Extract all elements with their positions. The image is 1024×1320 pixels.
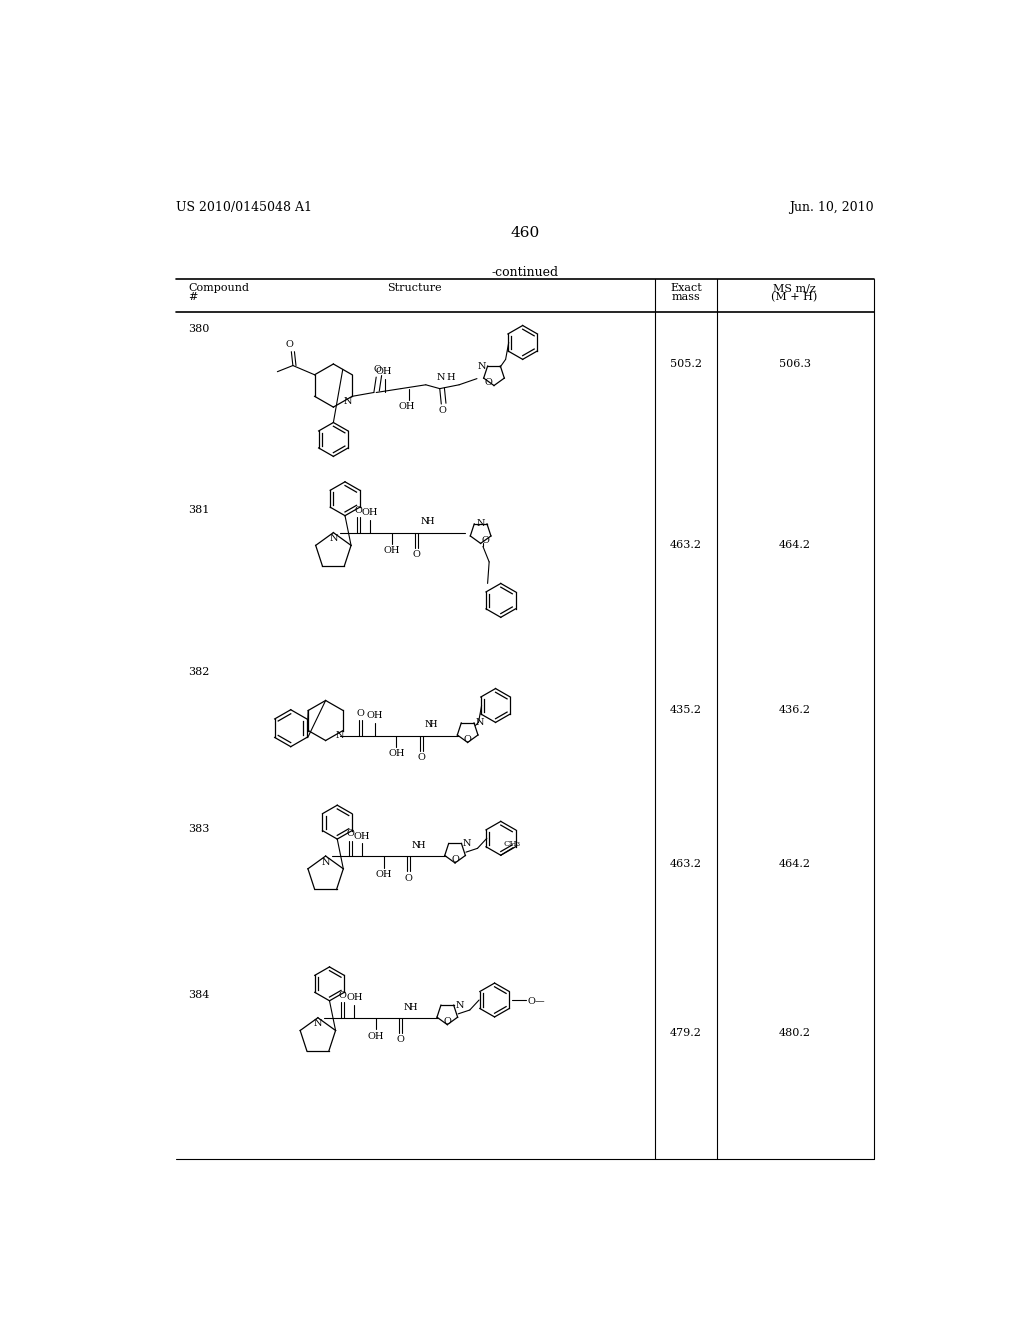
Text: O: O [404, 874, 413, 883]
Text: OH: OH [361, 508, 378, 517]
Text: OH: OH [383, 546, 399, 556]
Text: 480.2: 480.2 [778, 1028, 811, 1039]
Text: 380: 380 [188, 323, 210, 334]
Text: OH: OH [368, 1032, 384, 1040]
Text: N: N [477, 362, 486, 371]
Text: OH: OH [367, 711, 383, 721]
Text: O: O [373, 366, 381, 374]
Text: N: N [424, 721, 433, 730]
Text: O: O [339, 991, 346, 1001]
Text: O: O [397, 1035, 404, 1044]
Text: O: O [417, 754, 425, 762]
Text: mass: mass [672, 293, 700, 302]
Text: 436.2: 436.2 [778, 705, 811, 715]
Text: 382: 382 [188, 667, 210, 677]
Text: 463.2: 463.2 [670, 859, 702, 869]
Text: Structure: Structure [387, 284, 442, 293]
Text: O—: O— [527, 997, 545, 1006]
Text: H: H [429, 721, 437, 730]
Text: (M + H): (M + H) [771, 293, 817, 302]
Text: O: O [413, 550, 420, 560]
Text: 383: 383 [188, 825, 210, 834]
Text: N: N [456, 1001, 464, 1010]
Text: #: # [188, 293, 198, 302]
Text: H: H [426, 517, 434, 527]
Text: O: O [356, 709, 365, 718]
Text: N: N [329, 535, 338, 543]
Text: MS m/z: MS m/z [773, 284, 816, 293]
Text: -continued: -continued [492, 267, 558, 280]
Text: Compound: Compound [188, 284, 250, 293]
Text: N: N [336, 731, 344, 741]
Text: 506.3: 506.3 [778, 359, 811, 368]
Text: 384: 384 [188, 990, 210, 1001]
Text: OH: OH [388, 750, 404, 759]
Text: 435.2: 435.2 [670, 705, 702, 715]
Text: Jun. 10, 2010: Jun. 10, 2010 [788, 201, 873, 214]
Text: O: O [464, 735, 472, 744]
Text: OH: OH [376, 870, 392, 879]
Text: N: N [313, 1019, 323, 1028]
Text: OH: OH [346, 994, 362, 1002]
Text: O: O [354, 506, 362, 515]
Text: O: O [484, 378, 493, 387]
Text: H: H [445, 374, 455, 383]
Text: N: N [477, 519, 485, 528]
Text: N: N [421, 517, 429, 527]
Text: N: N [322, 858, 330, 866]
Text: H: H [417, 841, 425, 850]
Text: 479.2: 479.2 [670, 1028, 701, 1039]
Text: H: H [409, 1003, 417, 1011]
Text: 463.2: 463.2 [670, 540, 702, 549]
Text: OH: OH [376, 367, 392, 376]
Text: 460: 460 [510, 226, 540, 240]
Text: 381: 381 [188, 506, 210, 515]
Text: O: O [443, 1018, 452, 1026]
Text: N: N [412, 841, 420, 850]
Text: O: O [346, 829, 354, 838]
Text: O: O [481, 536, 489, 545]
Text: N: N [403, 1003, 413, 1011]
Text: 464.2: 464.2 [778, 859, 811, 869]
Text: N: N [343, 397, 352, 407]
Text: OH: OH [354, 832, 371, 841]
Text: 505.2: 505.2 [670, 359, 702, 368]
Text: O: O [452, 855, 459, 865]
Text: N: N [475, 718, 484, 727]
Text: CH₃: CH₃ [503, 840, 520, 847]
Text: 464.2: 464.2 [778, 540, 811, 549]
Text: N: N [463, 840, 471, 847]
Text: O: O [439, 407, 446, 416]
Text: N: N [437, 374, 445, 383]
Text: O: O [286, 339, 294, 348]
Text: Exact: Exact [670, 284, 701, 293]
Text: OH: OH [399, 403, 416, 412]
Text: US 2010/0145048 A1: US 2010/0145048 A1 [176, 201, 312, 214]
